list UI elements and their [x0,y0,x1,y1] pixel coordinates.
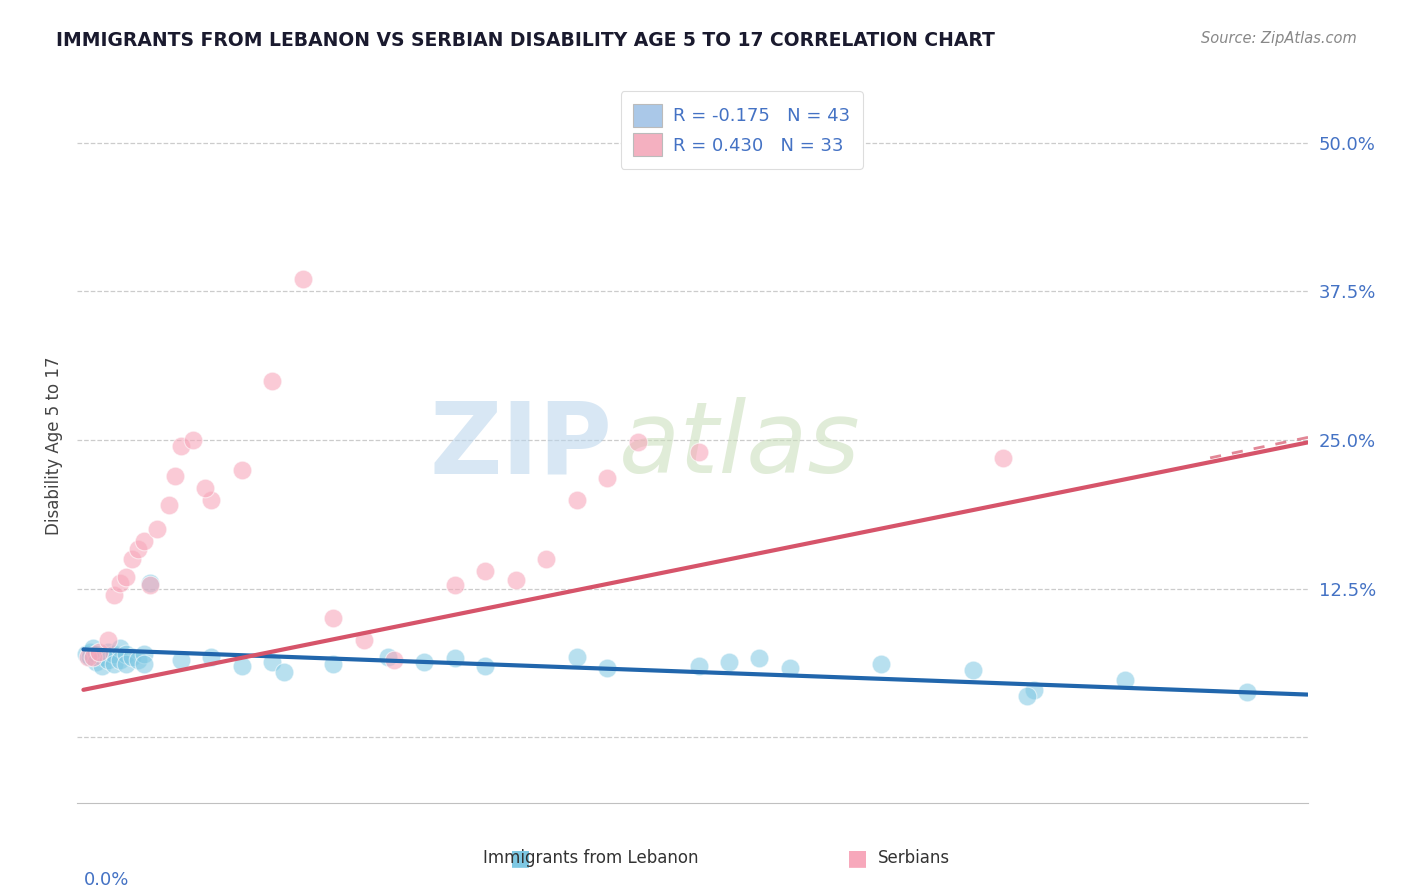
Point [108,575,131,590]
Text: Source: ZipAtlas.com: Source: ZipAtlas.com [1201,31,1357,46]
Point [1017,689,1039,703]
Point [779,661,801,675]
Point [127,542,149,557]
Point [82,649,104,664]
Text: IMMIGRANTS FROM LEBANON VS SERBIAN DISABILITY AGE 5 TO 17 CORRELATION CHART: IMMIGRANTS FROM LEBANON VS SERBIAN DISAB… [56,31,995,50]
Point [97,632,120,647]
Point [322,611,344,625]
Point [170,653,193,667]
Point [121,649,143,664]
Point [536,552,558,566]
Point [474,659,496,673]
Point [157,499,180,513]
Point [108,641,131,656]
Point [139,575,162,590]
Point [145,522,167,536]
Point [444,650,467,665]
Point [79,649,101,664]
Point [627,435,650,450]
Point [413,656,436,670]
Point [991,450,1014,465]
Point [181,433,204,447]
Text: 0.0%: 0.0% [83,871,129,888]
Point [84,647,107,661]
Point [82,641,104,656]
Point [377,649,399,664]
Point [134,647,156,661]
Text: Immigrants from Lebanon: Immigrants from Lebanon [482,849,699,867]
Point [962,663,984,677]
Point [115,647,138,661]
Point [108,653,131,667]
Legend: R = -0.175   N = 43, R = 0.430   N = 33: R = -0.175 N = 43, R = 0.430 N = 33 [620,91,863,169]
Y-axis label: Disability Age 5 to 17: Disability Age 5 to 17 [45,357,63,535]
Point [121,552,143,566]
Point [77,649,100,664]
Point [170,439,193,453]
Text: Serbians: Serbians [877,849,950,867]
Point [84,656,107,670]
Point [163,468,186,483]
Point [90,659,112,673]
Point [565,492,588,507]
Point [596,471,619,485]
Point [353,632,375,647]
Point [444,578,467,592]
Text: ■: ■ [510,848,530,868]
Point [322,657,344,671]
Point [1114,673,1136,688]
Point [565,649,588,664]
Point [870,657,893,671]
Point [103,588,125,602]
Point [688,659,710,673]
Point [134,534,156,549]
Point [103,657,125,671]
Point [103,647,125,661]
Point [596,661,619,675]
Point [194,481,217,495]
Point [200,492,222,507]
Point [1236,685,1258,699]
Point [75,647,97,661]
Point [127,653,149,667]
Point [748,650,770,665]
Point [139,578,162,592]
Text: ZIP: ZIP [430,398,613,494]
Point [90,649,112,664]
Point [1022,682,1045,697]
Point [231,463,253,477]
Point [717,656,740,670]
Text: ■: ■ [848,848,868,868]
Point [382,653,405,667]
Point [273,665,295,679]
Point [262,656,284,670]
Point [115,657,138,671]
Point [262,374,284,388]
Point [87,645,110,659]
Point [291,272,314,286]
Point [200,649,222,664]
Point [134,657,156,671]
Point [79,645,101,659]
Point [231,659,253,673]
Point [688,445,710,459]
Point [97,653,120,667]
Point [97,645,120,659]
Text: atlas: atlas [619,398,860,494]
Point [115,570,138,584]
Point [505,574,527,588]
Point [474,564,496,578]
